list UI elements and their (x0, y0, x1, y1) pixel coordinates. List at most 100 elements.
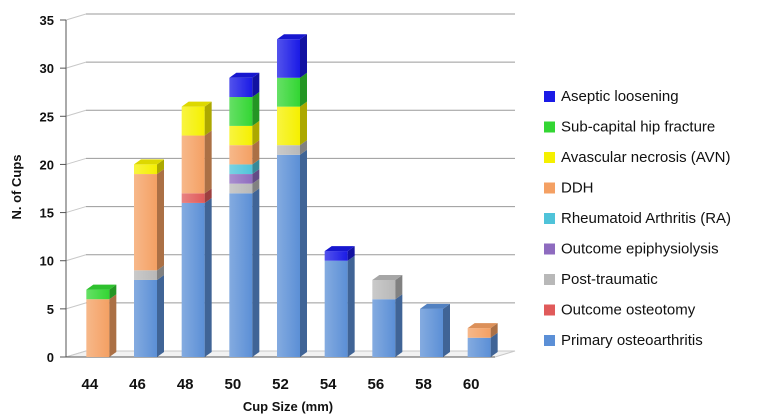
bar-front (134, 270, 157, 280)
legend-label: DDH (561, 180, 594, 197)
bar-front (372, 279, 396, 300)
bar-front (467, 337, 491, 357)
bar-side (490, 332, 498, 357)
bar-segment (181, 101, 212, 136)
bar-segment (372, 274, 403, 300)
x-tick-label: 54 (320, 376, 337, 393)
bar-side (109, 294, 117, 357)
bar-top (277, 34, 307, 40)
bar-front (229, 183, 253, 194)
bar-front (181, 193, 205, 203)
bar-top (134, 159, 164, 165)
bar-front (277, 145, 300, 155)
bar-front (229, 77, 253, 98)
bar-segment (324, 255, 355, 357)
legend-label: Post-traumatic (561, 271, 658, 288)
bar-front (277, 106, 300, 146)
bar-side (300, 101, 307, 146)
bar-segment (181, 197, 212, 357)
bar-side (252, 72, 260, 98)
bar-segment (86, 294, 117, 357)
bar-front (134, 164, 157, 175)
legend-label: Sub-capital hip fracture (561, 119, 715, 136)
bar-front (229, 174, 253, 184)
legend-item: Primary osteoarthritis (544, 332, 703, 349)
bar-segment (277, 101, 307, 146)
gridline-depth (65, 157, 87, 165)
bar-side (157, 169, 164, 271)
x-tick-label: 58 (415, 376, 432, 393)
bar-segment (181, 130, 212, 194)
bar-side (443, 303, 450, 357)
bar-side (157, 265, 164, 280)
bar-segment (324, 246, 355, 261)
bar-side (204, 188, 212, 203)
legend-swatch (544, 182, 555, 194)
bar-front (229, 97, 253, 126)
bar-side (252, 188, 260, 357)
legend-swatch (544, 213, 555, 224)
gridline-depth (65, 61, 87, 69)
x-tick-label: 52 (272, 376, 289, 393)
bar-top (324, 246, 355, 252)
legend-label: Avascular necrosis (AVN) (561, 149, 731, 166)
bar-side (252, 140, 260, 165)
y-tick-label: 10 (40, 254, 54, 269)
y-tick-labels: 0 5 10 15 20 25 30 35 (40, 13, 54, 365)
bar-segment (134, 265, 164, 280)
bar-front (324, 251, 348, 261)
legend-swatch (544, 274, 555, 285)
bar-front (134, 174, 157, 271)
legend-item: Outcome epiphysiolysis (544, 241, 719, 258)
bar-side (490, 323, 498, 338)
bar-top (181, 101, 212, 107)
bar-front (372, 299, 396, 357)
legend-label: Outcome epiphysiolysis (561, 241, 719, 258)
bar-segment (277, 149, 307, 357)
bar-side (252, 120, 260, 146)
bar-segment (229, 120, 260, 146)
legend-item: Avascular necrosis (AVN) (544, 149, 731, 166)
legend-item: Rheumatoid Arthritis (RA) (544, 210, 731, 227)
y-tick-label: 35 (40, 13, 54, 28)
bar-side (157, 274, 164, 357)
bar-segment (229, 72, 260, 98)
bar-front (229, 193, 253, 357)
bar-side (109, 284, 117, 300)
legend-label: Outcome osteotomy (561, 302, 696, 319)
x-tick-label: 60 (463, 376, 480, 393)
legend-item: Aseptic loosening (544, 88, 679, 105)
y-tick-label: 25 (40, 109, 54, 124)
y-tick-label: 20 (40, 157, 54, 172)
bar-side (300, 140, 307, 155)
bar-segment (181, 188, 212, 203)
bar-segment (372, 294, 403, 357)
bar-segment (229, 159, 260, 175)
x-tick-label: 44 (81, 376, 98, 393)
x-tick-label: 50 (224, 376, 241, 393)
legend-item: Sub-capital hip fracture (544, 119, 715, 136)
bar-side (300, 34, 307, 78)
bar-side (252, 92, 260, 126)
gridline-depth (65, 206, 87, 214)
y-tick-label: 0 (47, 350, 54, 365)
bar-front (181, 202, 205, 357)
bar-side (204, 130, 212, 194)
bar-front (467, 328, 491, 338)
bar-segment (229, 169, 260, 184)
legend-item: DDH (544, 180, 594, 197)
x-tick-labels: 44 46 48 50 52 54 56 58 60 (81, 376, 479, 393)
x-tick-label: 56 (367, 376, 384, 393)
bar-segment (134, 159, 164, 175)
bar-front (86, 299, 110, 357)
legend-swatch (544, 304, 555, 316)
bar-front (134, 279, 157, 357)
legend-swatch (544, 152, 555, 163)
bar-segment (467, 332, 498, 357)
bar-top (372, 274, 403, 280)
bar-front (420, 308, 443, 357)
bar-side (252, 169, 260, 184)
bar-segment (420, 303, 450, 357)
x-axis-title: Cup Size (mm) (243, 399, 333, 414)
legend-label: Primary osteoarthritis (561, 332, 703, 349)
